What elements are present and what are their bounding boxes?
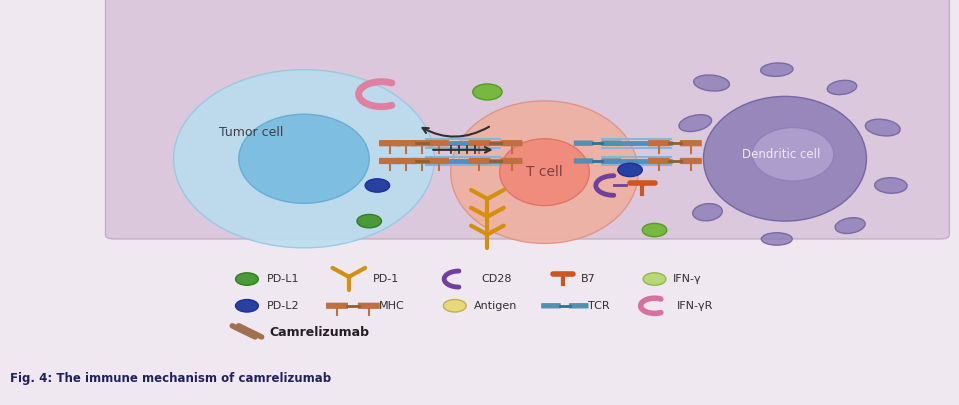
Text: CD28: CD28 — [481, 274, 512, 284]
Circle shape — [643, 223, 667, 237]
Ellipse shape — [835, 217, 865, 234]
FancyBboxPatch shape — [601, 141, 621, 146]
FancyBboxPatch shape — [410, 140, 433, 146]
FancyBboxPatch shape — [680, 158, 702, 164]
FancyBboxPatch shape — [379, 158, 401, 164]
FancyBboxPatch shape — [501, 158, 523, 164]
Text: B7: B7 — [581, 274, 596, 284]
Circle shape — [365, 179, 389, 192]
Text: PD-L1: PD-L1 — [268, 274, 300, 284]
Text: Tumor cell: Tumor cell — [219, 126, 283, 139]
Circle shape — [473, 84, 503, 100]
Text: IFN-γR: IFN-γR — [677, 301, 713, 311]
FancyBboxPatch shape — [427, 140, 449, 146]
Text: PD-1: PD-1 — [373, 274, 400, 284]
FancyBboxPatch shape — [326, 303, 348, 309]
FancyBboxPatch shape — [648, 158, 670, 164]
Circle shape — [357, 215, 382, 228]
FancyBboxPatch shape — [573, 141, 594, 146]
FancyBboxPatch shape — [358, 303, 380, 309]
Ellipse shape — [828, 80, 856, 95]
FancyBboxPatch shape — [395, 158, 417, 164]
Circle shape — [443, 300, 466, 312]
FancyBboxPatch shape — [680, 140, 702, 146]
Text: MHC: MHC — [379, 301, 405, 311]
Ellipse shape — [692, 204, 722, 221]
FancyBboxPatch shape — [469, 140, 491, 146]
Circle shape — [236, 273, 258, 285]
Ellipse shape — [703, 96, 866, 221]
Text: PD-L2: PD-L2 — [268, 301, 300, 311]
Ellipse shape — [451, 101, 639, 243]
FancyBboxPatch shape — [469, 158, 491, 164]
Ellipse shape — [500, 139, 589, 205]
FancyBboxPatch shape — [541, 303, 561, 309]
Ellipse shape — [875, 178, 907, 193]
Text: Fig. 4: The immune mechanism of camrelizumab: Fig. 4: The immune mechanism of camreliz… — [10, 372, 331, 385]
Text: Dendritic cell: Dendritic cell — [741, 148, 820, 161]
Ellipse shape — [239, 114, 369, 203]
Circle shape — [643, 273, 666, 285]
Ellipse shape — [760, 63, 793, 77]
FancyBboxPatch shape — [427, 158, 449, 164]
FancyBboxPatch shape — [601, 158, 621, 164]
Ellipse shape — [693, 75, 730, 91]
Text: T cell: T cell — [526, 165, 563, 179]
Ellipse shape — [761, 233, 792, 245]
Circle shape — [236, 300, 258, 312]
Ellipse shape — [752, 128, 834, 181]
Text: Camrelizumab: Camrelizumab — [269, 326, 370, 339]
FancyBboxPatch shape — [410, 158, 433, 164]
Text: Antigen: Antigen — [474, 301, 517, 311]
FancyBboxPatch shape — [573, 158, 594, 164]
FancyBboxPatch shape — [379, 140, 401, 146]
Ellipse shape — [865, 119, 901, 136]
Ellipse shape — [174, 70, 434, 248]
FancyBboxPatch shape — [501, 140, 523, 146]
Circle shape — [618, 163, 643, 177]
Ellipse shape — [679, 115, 712, 132]
Text: IFN-γ: IFN-γ — [672, 274, 701, 284]
FancyBboxPatch shape — [569, 303, 589, 309]
FancyBboxPatch shape — [648, 140, 670, 146]
Text: TCR: TCR — [588, 301, 609, 311]
FancyBboxPatch shape — [395, 140, 417, 146]
